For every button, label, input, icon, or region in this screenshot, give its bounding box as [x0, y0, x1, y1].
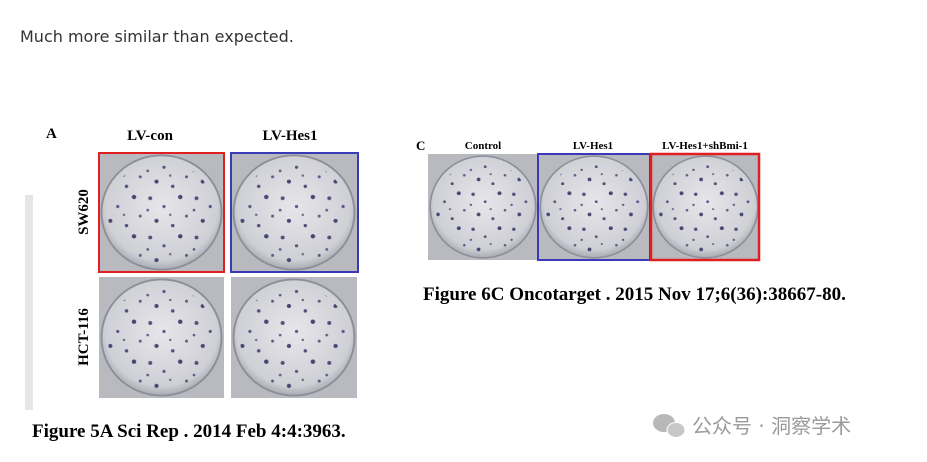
- column-label: LV-con: [127, 128, 174, 144]
- column-label: LV-Hes1: [573, 140, 613, 152]
- watermark-text: 公众号 · 洞察学术: [692, 414, 851, 438]
- row-label: SW620: [76, 189, 92, 235]
- caption: Figure 5A Sci Rep . 2014 Feb 4:4:3963.: [32, 421, 346, 442]
- panel-label: C: [416, 138, 425, 153]
- paragraph: Much more similar than expected.: [20, 27, 294, 46]
- highlight-box: [98, 152, 225, 273]
- dish-image: [98, 276, 225, 399]
- figure-a: A LV-con LV-Hes1 SW620 HCT-116 Figure 5A…: [25, 115, 360, 442]
- column-label: LV-Hes1: [262, 128, 317, 144]
- highlight-box: [230, 152, 359, 273]
- caption: Figure 6C Oncotarget . 2015 Nov 17;6(36)…: [423, 284, 846, 305]
- row-label: HCT-116: [76, 308, 92, 366]
- figure-c: C Control LV-Hes1 LV-Hes1+shBmi-1 Figure…: [416, 138, 846, 305]
- dish-image: [230, 276, 358, 399]
- dish-image: [230, 152, 358, 273]
- dish-image: [650, 153, 761, 261]
- dish-image: [537, 153, 651, 261]
- dish-image: [98, 152, 225, 273]
- column-label: Control: [465, 140, 501, 152]
- highlight-box: [649, 152, 761, 262]
- column-label: LV-Hes1+shBmi-1: [662, 140, 748, 152]
- watermark: 公众号 · 洞察学术: [653, 414, 851, 438]
- dish-image: [427, 153, 539, 261]
- panel-label: A: [46, 126, 57, 142]
